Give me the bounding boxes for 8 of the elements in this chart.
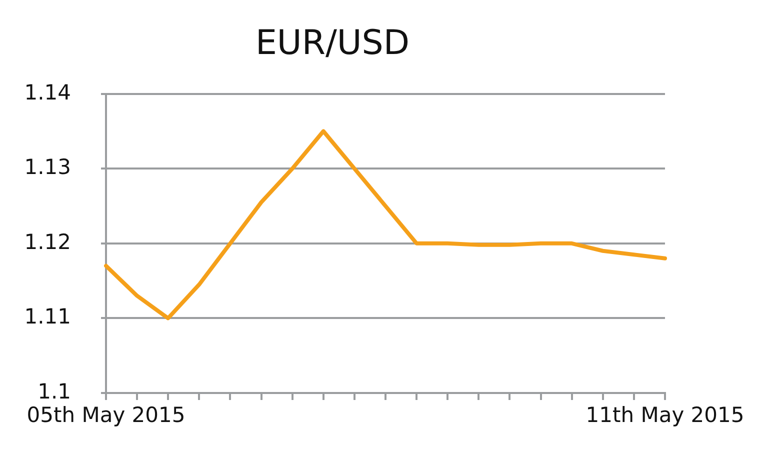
y-tick-label: 1.12	[24, 230, 71, 254]
y-tick-label: 1.14	[24, 80, 71, 104]
x-tick-label: 05th May 2015	[26, 403, 186, 428]
y-tick-label: 1.11	[24, 304, 71, 329]
y-tick-label: 1.1	[38, 379, 71, 404]
x-tick-label: 11th May 2015	[586, 403, 744, 428]
y-tick-label: 1.13	[24, 155, 71, 180]
chart-title: EUR/USD	[255, 23, 410, 64]
